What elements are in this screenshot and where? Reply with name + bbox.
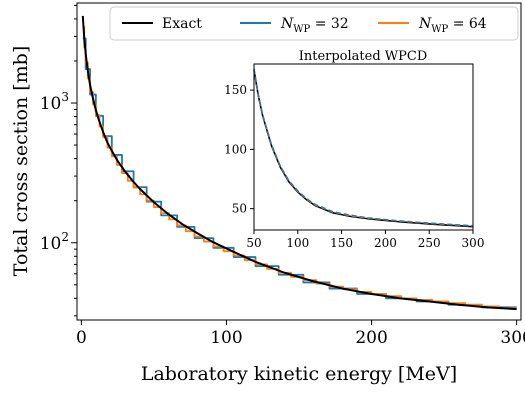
main-y-tick-label: 103 [40,90,69,114]
y-axis-label: Total cross section [mb] [10,46,32,277]
legend-label-nwp-32-sub: WP [293,24,310,35]
main-x-tick-label: 200 [355,328,387,348]
main-x-ticks: 0 100 200 300 [76,320,525,348]
inset-y-ticks: 50 100 150 [224,83,254,216]
main-y-tick-base: 10 [40,94,62,114]
legend: Exact NWP = 32 NWP = 64 [109,6,519,41]
inset-x-ticks: 50 100 150 200 250 300 [246,230,484,250]
inset-x-tick-label: 300 [462,236,485,250]
inset-x-tick-label: 250 [418,236,441,250]
inset-plot-frame [253,63,474,231]
legend-frame [109,6,519,41]
main-y-tick-base: 10 [40,234,62,254]
inset-x-tick-label: 100 [286,236,309,250]
legend-label-exact: Exact [162,16,202,32]
inset-y-tick-label: 50 [232,202,247,216]
legend-label-nwp-32-rest: = 32 [310,16,348,32]
main-series-group [81,15,517,311]
inset-y-tick-label: 100 [224,142,247,156]
main-x-tick-label: 100 [210,328,242,348]
inset-plot: 50 100 150 200 250 300 50 100 150 Interpolated … [224,49,484,250]
inset-x-tick-label: 150 [330,236,353,250]
inset-background [254,64,473,230]
legend-label-nwp-64-rest: = 64 [448,16,487,32]
main-plot-frame [76,2,522,321]
x-axis-label: Laboratory kinetic energy [MeV] [141,363,457,385]
legend-label-nwp-64-base: N [418,16,432,32]
inset-x-tick-label: 50 [246,236,261,250]
main-series-exact [81,15,517,311]
inset-title: Interpolated WPCD [299,49,428,64]
legend-label-nwp-32-base: N [280,16,294,32]
main-x-tick-label: 300 [500,328,525,348]
inset-y-tick-label: 150 [224,83,247,97]
main-y-tick-exponent: 2 [61,230,69,244]
main-y-tick-label: 102 [40,230,69,254]
legend-label-nwp-64: NWP = 64 [418,16,487,35]
legend-label-nwp-32: NWP = 32 [280,16,349,35]
inset-series-group [253,68,474,228]
main-y-tick-exponent: 3 [61,90,69,104]
legend-label-nwp-64-sub: WP [431,24,448,35]
inset-series-n-wp-32 [253,68,474,227]
main-x-tick-label: 0 [76,328,87,348]
inset-x-tick-label: 200 [374,236,397,250]
